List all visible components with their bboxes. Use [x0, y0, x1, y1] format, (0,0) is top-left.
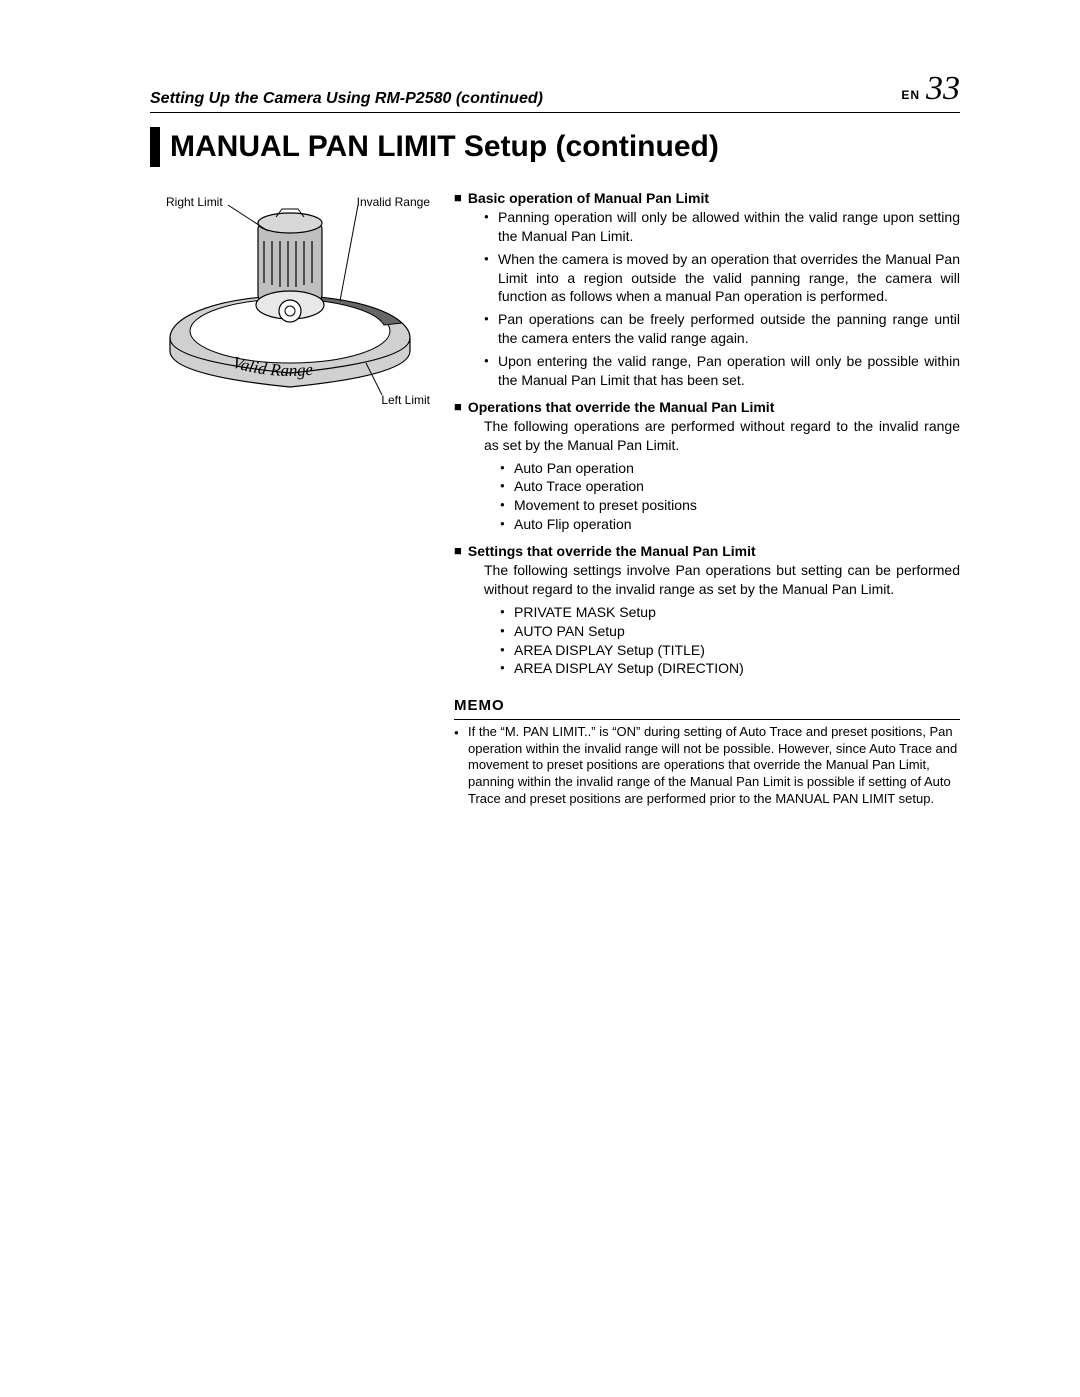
list-item: Auto Flip operation [500, 515, 960, 534]
memo-item: If the “M. PAN LIMIT..” is “ON” during s… [454, 724, 960, 808]
settings-list: PRIVATE MASK Setup AUTO PAN Setup AREA D… [500, 603, 960, 679]
square-bullet-icon: ■ [454, 189, 462, 207]
body: Right Limit Invalid Range Left Limit [150, 183, 960, 808]
section-heading-operations: ■ Operations that override the Manual Pa… [454, 398, 960, 417]
list-item: AUTO PAN Setup [500, 622, 960, 641]
pan-limit-diagram: Right Limit Invalid Range Left Limit [150, 183, 430, 423]
page-number: 33 [926, 70, 960, 108]
diagram-svg: Valid Range [150, 183, 430, 423]
heading-text: Basic operation of Manual Pan Limit [468, 189, 709, 208]
square-bullet-icon: ■ [454, 542, 462, 560]
diagram-column: Right Limit Invalid Range Left Limit [150, 183, 430, 808]
operations-intro: The following operations are performed w… [484, 417, 960, 455]
page-title: MANUAL PAN LIMIT Setup (continued) [170, 130, 719, 164]
list-item: AREA DISPLAY Setup (DIRECTION) [500, 659, 960, 678]
memo-heading: MEMO [454, 696, 960, 716]
content-column: ■ Basic operation of Manual Pan Limit Pa… [454, 183, 960, 808]
list-item: Upon entering the valid range, Pan opera… [484, 352, 960, 390]
heading-text: Settings that override the Manual Pan Li… [468, 542, 756, 561]
breadcrumb: Setting Up the Camera Using RM-P2580 (co… [150, 90, 543, 108]
operations-list: Auto Pan operation Auto Trace operation … [500, 459, 960, 535]
label-invalid-range: Invalid Range [357, 195, 430, 209]
page-header: Setting Up the Camera Using RM-P2580 (co… [150, 70, 960, 113]
section-heading-settings: ■ Settings that override the Manual Pan … [454, 542, 960, 561]
list-item: AREA DISPLAY Setup (TITLE) [500, 641, 960, 660]
heading-text: Operations that override the Manual Pan … [468, 398, 775, 417]
list-item: Auto Pan operation [500, 459, 960, 478]
lang-label: EN [901, 88, 920, 102]
basic-operation-list: Panning operation will only be allowed w… [484, 208, 960, 390]
list-item: When the camera is moved by an operation… [484, 250, 960, 307]
memo-rule [454, 719, 960, 720]
section-heading-basic: ■ Basic operation of Manual Pan Limit [454, 189, 960, 208]
settings-intro: The following settings involve Pan opera… [484, 561, 960, 599]
page-title-row: MANUAL PAN LIMIT Setup (continued) [150, 127, 960, 167]
label-right-limit: Right Limit [166, 195, 223, 209]
list-item: PRIVATE MASK Setup [500, 603, 960, 622]
list-item: Auto Trace operation [500, 477, 960, 496]
label-left-limit: Left Limit [381, 393, 430, 407]
list-item: Movement to preset positions [500, 496, 960, 515]
page-number-block: EN 33 [901, 70, 960, 108]
manual-page: Setting Up the Camera Using RM-P2580 (co… [0, 0, 1080, 1397]
memo-list: If the “M. PAN LIMIT..” is “ON” during s… [454, 724, 960, 808]
title-bar-icon [150, 127, 160, 167]
square-bullet-icon: ■ [454, 398, 462, 416]
list-item: Panning operation will only be allowed w… [484, 208, 960, 246]
list-item: Pan operations can be freely performed o… [484, 310, 960, 348]
